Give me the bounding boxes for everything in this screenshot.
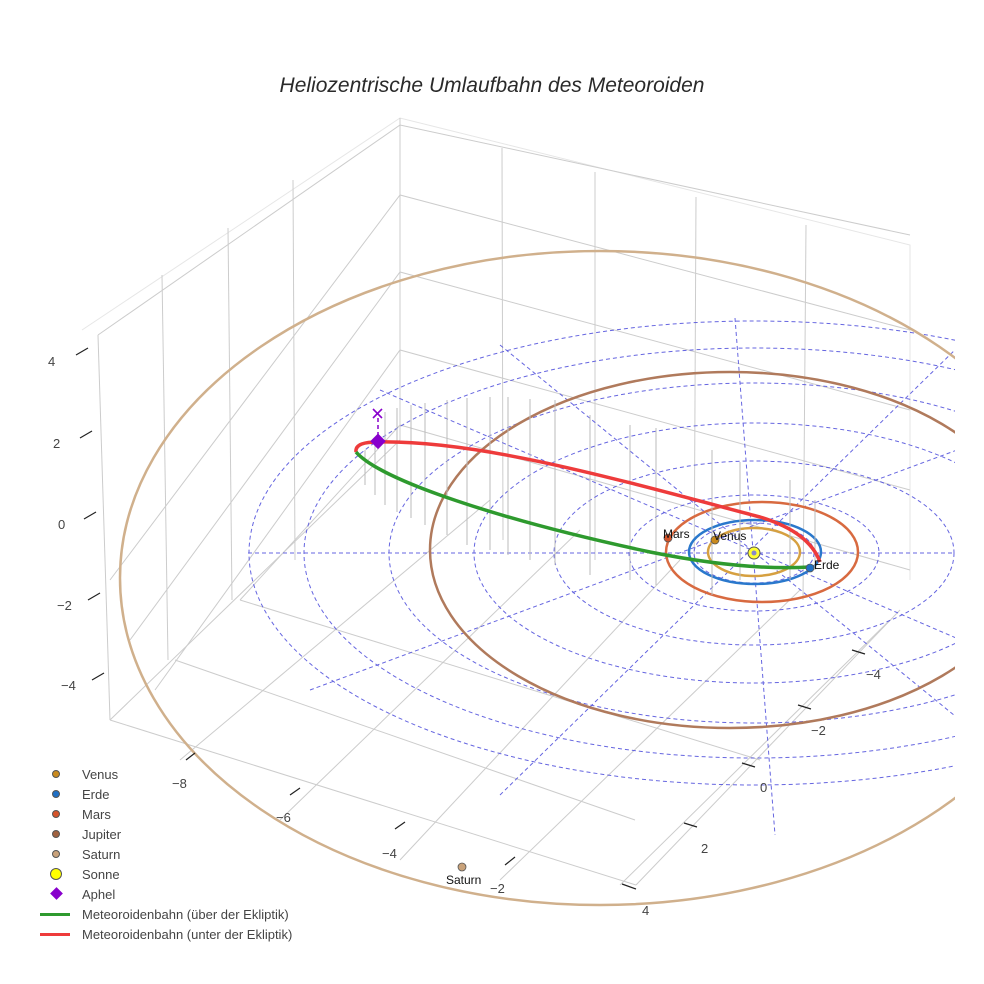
legend-label: Jupiter: [82, 826, 122, 842]
legend-label: Erde: [82, 786, 110, 802]
label-venus: Venus: [713, 529, 746, 543]
green-line-icon: [40, 913, 70, 916]
jupiter-orbit: [428, 370, 984, 730]
z-axis: [75, 347, 105, 681]
saturn-dot-icon: [52, 850, 60, 858]
mars-orbit: [664, 500, 860, 604]
legend-item-venus[interactable]: Venus: [34, 764, 292, 784]
label-mars: Mars: [663, 527, 690, 541]
legend-item-orbit-above[interactable]: Meteoroidenbahn (über der Ekliptik): [34, 904, 292, 924]
legend-item-orbit-below[interactable]: Meteoroidenbahn (unter der Ekliptik): [34, 924, 292, 944]
z-tick-minus-4: −4: [61, 678, 76, 693]
mars-marker[interactable]: [663, 533, 673, 543]
legend-item-erde[interactable]: Erde: [34, 784, 292, 804]
y-tick-minus-2: −2: [811, 723, 826, 738]
z-tick-0: 0: [58, 517, 65, 532]
legend-label: Sonne: [82, 866, 120, 882]
sonne-dot-icon: [50, 868, 62, 880]
chart-title: Heliozentrische Umlaufbahn des Meteoroid…: [279, 74, 705, 97]
y-tick-0: 0: [760, 780, 767, 795]
sonne-core: [751, 550, 757, 556]
erde-marker[interactable]: [805, 563, 815, 573]
label-saturn: Saturn: [446, 873, 481, 887]
aphel-projection-x-icon: [372, 408, 383, 419]
legend-item-saturn[interactable]: Saturn: [34, 844, 292, 864]
mars-dot-icon: [52, 810, 60, 818]
venus-orbit: [706, 526, 802, 578]
legend-label: Venus: [82, 766, 119, 782]
y-axis: [621, 649, 866, 890]
legend-label: Meteoroidenbahn (über der Ekliptik): [82, 906, 289, 922]
legend-item-mars[interactable]: Mars: [34, 804, 292, 824]
x-axis: [185, 752, 516, 866]
saturn-marker[interactable]: [457, 862, 467, 872]
jupiter-dot-icon: [52, 830, 60, 838]
saturn-orbit: [118, 249, 984, 907]
z-tick-2: 2: [53, 436, 60, 451]
legend-item-sonne[interactable]: Sonne: [34, 864, 292, 884]
x-tick-minus-2: −2: [490, 881, 505, 896]
x-tick-minus-4: −4: [382, 846, 397, 861]
erde-dot-icon: [52, 790, 60, 798]
right-clip-mask: [955, 0, 984, 984]
x-tick-minus-8: −8: [172, 776, 187, 791]
aphel-diamond-marker[interactable]: [370, 433, 386, 450]
label-erde: Erde: [814, 558, 840, 572]
venus-dot-icon: [52, 770, 60, 778]
legend-label: Saturn: [82, 846, 121, 862]
legend-label: Aphel: [82, 886, 116, 902]
y-tick-minus-4: −4: [866, 667, 881, 682]
meteoroid-orbit-above-ecliptic[interactable]: [354, 450, 811, 570]
z-tick-4: 4: [48, 354, 55, 369]
y-tick-4: 4: [642, 903, 649, 918]
x-tick-minus-6: −6: [276, 810, 291, 825]
ecliptic-grid: [248, 317, 984, 836]
legend-item-aphel[interactable]: Aphel: [34, 884, 292, 904]
legend-label: Meteoroidenbahn (unter der Ekliptik): [82, 926, 293, 942]
legend-item-jupiter[interactable]: Jupiter: [34, 824, 292, 844]
venus-marker[interactable]: [710, 535, 720, 545]
planet-orbits: [118, 249, 984, 907]
aphel-diamond-icon: [50, 887, 63, 900]
erde-orbit: [687, 518, 823, 586]
legend: Venus Erde Mars Jupiter Saturn Sonne Aph…: [34, 764, 292, 944]
drop-lines: [364, 397, 816, 595]
meteoroid-orbit-below-ecliptic[interactable]: [377, 440, 822, 563]
legend-label: Mars: [82, 806, 111, 822]
y-tick-2: 2: [701, 841, 708, 856]
z-tick-minus-2: −2: [57, 598, 72, 613]
red-line-icon: [40, 933, 70, 936]
